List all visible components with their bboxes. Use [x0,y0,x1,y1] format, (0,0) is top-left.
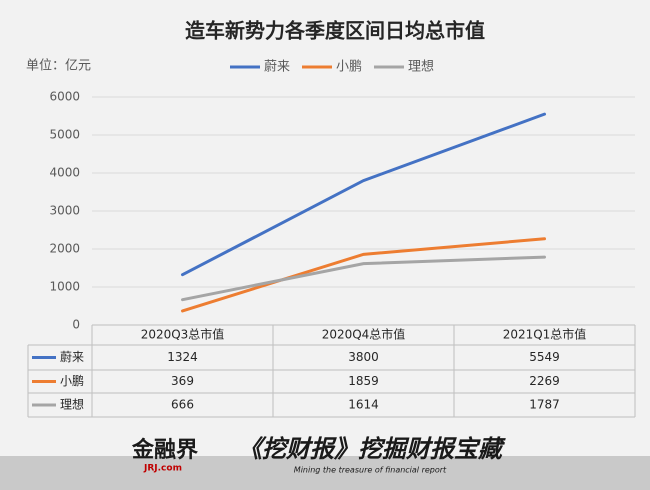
chart-title: 造车新势力各季度区间日均总市值 [185,19,485,43]
table-value: 1614 [348,398,379,412]
legend-label: 理想 [408,59,434,75]
footer-logo-sub: JRJ.com [143,464,182,474]
y-tick-label: 6000 [49,90,80,104]
x-tick-label: 2021Q1总市值 [503,327,587,342]
y-tick-label: 2000 [49,242,80,256]
footer-slogan: 《挖财报》挖掘财报宝藏 [238,435,506,463]
legend-label: 小鹏 [336,60,362,75]
y-tick-label: 5000 [49,128,80,142]
unit-label: 单位：亿元 [26,59,91,74]
table-row-label: 蔚来 [60,350,84,364]
y-tick-label: 0 [72,318,80,332]
table-value: 5549 [529,350,560,364]
footer-slogan-sub: Mining the treasure of financial report [294,466,447,475]
y-tick-label: 1000 [49,280,80,294]
table-value: 2269 [529,374,560,388]
table-value: 369 [171,374,194,388]
series-line [181,112,546,277]
table-row-label: 小鹏 [60,374,84,388]
y-tick-label: 3000 [49,204,80,218]
x-tick-label: 2020Q3总市值 [141,327,225,342]
table-value: 3800 [348,350,379,364]
table-row-label: 理想 [60,397,84,412]
table-value: 1787 [529,398,560,412]
x-tick-label: 2020Q4总市值 [322,327,406,342]
table-value: 666 [171,398,194,412]
series-line [181,237,546,313]
footer-logo: 金融界 [131,437,198,463]
y-tick-label: 4000 [49,166,80,180]
legend-label: 蔚来 [264,60,290,75]
series-line [181,255,546,302]
table-value: 1324 [167,350,198,364]
footer-band [0,456,650,490]
table-value: 1859 [348,374,379,388]
